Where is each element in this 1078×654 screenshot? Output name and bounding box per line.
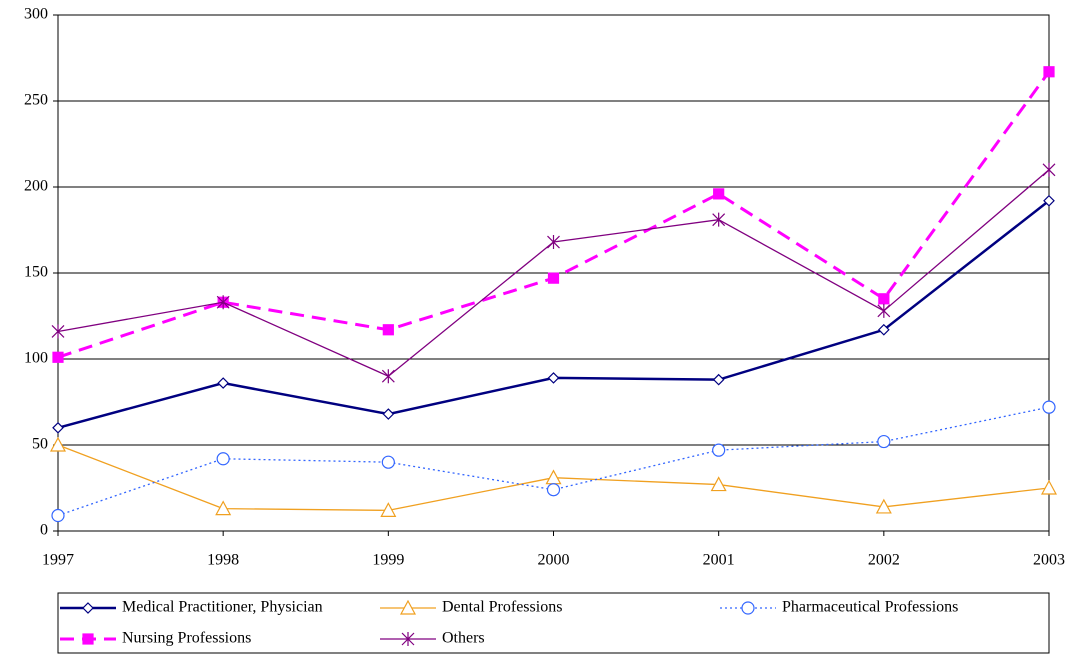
marker	[878, 293, 890, 305]
series-line	[57, 199, 1050, 430]
marker	[547, 235, 560, 250]
series-line	[57, 406, 1050, 517]
marker	[547, 372, 560, 384]
marker	[1040, 479, 1058, 495]
marker	[1042, 400, 1056, 414]
x-tick-label: 1997	[42, 552, 74, 569]
marker	[381, 369, 395, 384]
marker	[381, 455, 395, 469]
marker	[217, 377, 230, 389]
legend-label: Nursing Professions	[122, 630, 251, 647]
marker	[545, 469, 562, 485]
marker	[713, 188, 725, 200]
marker	[875, 498, 892, 514]
marker	[546, 483, 561, 497]
legend-label: Medical Practitioner, Physician	[122, 599, 323, 616]
x-tick-label: 2003	[1033, 552, 1065, 569]
marker	[215, 500, 232, 516]
legend-label: Pharmaceutical Professions	[782, 599, 958, 616]
marker	[877, 434, 891, 449]
legend-marker	[82, 633, 94, 645]
marker	[52, 351, 64, 363]
marker	[877, 323, 890, 336]
x-tick-label: 2002	[868, 552, 900, 569]
legend-box	[57, 592, 1050, 654]
marker	[1043, 194, 1055, 207]
x-tick-label: 2001	[703, 552, 735, 569]
legend-label: Others	[442, 630, 485, 647]
x-tick-label: 1999	[372, 552, 404, 569]
marker	[712, 373, 725, 386]
marker	[1042, 162, 1056, 177]
legend-marker	[399, 599, 417, 615]
y-tick-label: 100	[24, 350, 48, 367]
y-tick-label: 150	[24, 264, 48, 281]
marker	[382, 408, 395, 420]
x-tick-label: 2000	[538, 552, 570, 569]
legend-marker	[401, 632, 415, 646]
marker	[216, 452, 230, 466]
marker	[877, 303, 891, 318]
marker	[712, 443, 726, 457]
marker	[51, 324, 65, 339]
y-tick-label: 250	[24, 92, 48, 109]
marker	[51, 508, 65, 523]
y-tick-label: 50	[32, 436, 48, 453]
marker	[1043, 66, 1055, 78]
legend-marker	[741, 601, 755, 615]
legend-marker	[82, 602, 94, 614]
marker	[49, 436, 67, 452]
marker	[547, 272, 560, 284]
series-line	[57, 70, 1051, 359]
marker	[216, 295, 230, 310]
y-tick-label: 0	[40, 522, 48, 539]
x-tick-label: 1998	[207, 552, 239, 569]
marker	[710, 476, 727, 492]
marker	[382, 324, 394, 336]
y-tick-label: 200	[24, 178, 48, 195]
marker	[712, 212, 726, 227]
y-tick-label: 300	[24, 6, 48, 23]
marker	[52, 421, 64, 434]
marker	[380, 502, 397, 517]
legend-label: Dental Professions	[442, 599, 562, 616]
